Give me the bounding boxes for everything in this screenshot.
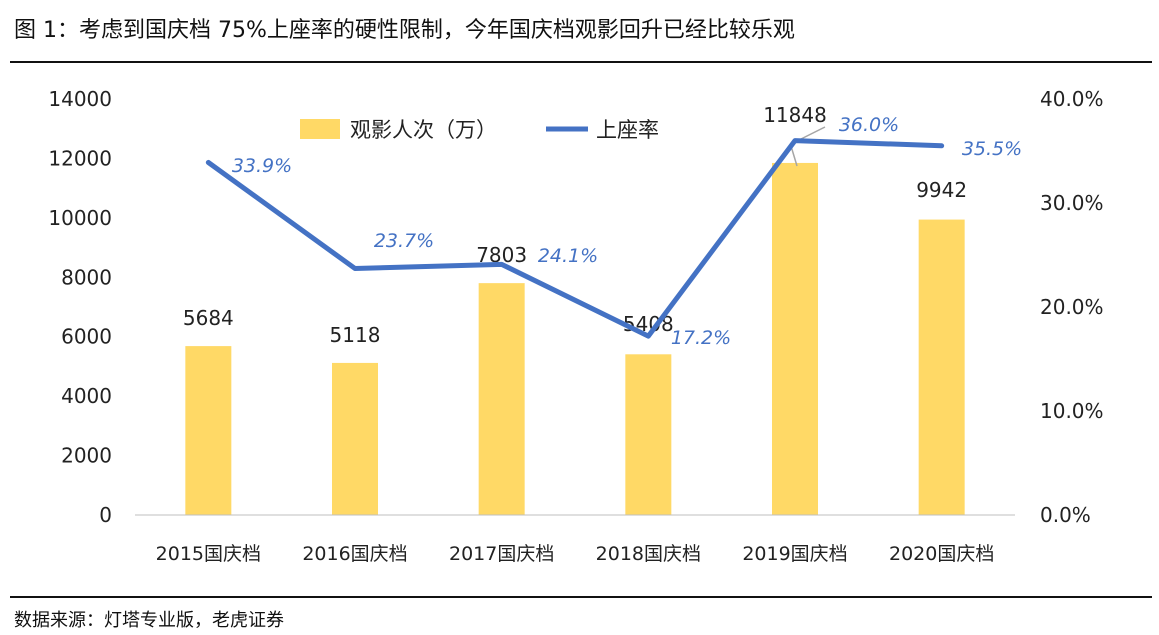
x-tick-label: 2016国庆档 bbox=[302, 543, 407, 565]
y-right-tick-label: 20.0% bbox=[1040, 295, 1104, 319]
y-left-tick-label: 4000 bbox=[61, 384, 112, 408]
source-note: 数据来源：灯塔专业版，老虎证券 bbox=[14, 610, 284, 631]
top-rule bbox=[10, 61, 1152, 63]
y-right-tick-label: 10.0% bbox=[1040, 399, 1104, 423]
bar-value-label: 9942 bbox=[916, 178, 967, 202]
bar-5 bbox=[772, 162, 818, 516]
y-left-tick-label: 2000 bbox=[61, 444, 112, 468]
y-left-tick-label: 10000 bbox=[48, 206, 112, 230]
x-tick-label: 2020国庆档 bbox=[889, 543, 994, 565]
y-right-tick-label: 0.0% bbox=[1040, 503, 1091, 527]
leader-line bbox=[790, 145, 798, 167]
line-value-label: 24.1% bbox=[538, 245, 598, 267]
bar-3 bbox=[478, 283, 525, 515]
line-value-label: 17.2% bbox=[671, 327, 731, 349]
y-right-tick-label: 40.0% bbox=[1040, 87, 1104, 111]
y-left-tick-label: 12000 bbox=[48, 146, 112, 170]
line-value-label: 23.7% bbox=[374, 230, 434, 252]
y-left-tick-label: 14000 bbox=[48, 87, 112, 111]
leader-line bbox=[800, 126, 826, 140]
line-value-label: 35.5% bbox=[962, 138, 1022, 160]
figure-title: 图 1：考虑到国庆档 75%上座率的硬性限制，今年国庆档观影回升已经比较乐观 bbox=[14, 18, 795, 43]
y-right-tick-label: 30.0% bbox=[1040, 191, 1104, 215]
x-tick-label: 2018国庆档 bbox=[596, 543, 701, 565]
bar-1 bbox=[185, 346, 232, 515]
line-value-label: 36.0% bbox=[839, 114, 899, 136]
bar-value-label: 5118 bbox=[330, 323, 381, 347]
x-tick-label: 2015国庆档 bbox=[156, 543, 261, 565]
bar-value-label: 5684 bbox=[183, 306, 234, 330]
x-tick-label: 2017国庆档 bbox=[449, 543, 554, 565]
x-tick-label: 2019国庆档 bbox=[742, 543, 847, 565]
bar-6 bbox=[918, 219, 965, 515]
legend-label-bars: 观影人次（万） bbox=[350, 118, 497, 142]
bar-value-label: 11848 bbox=[763, 103, 827, 127]
bottom-rule bbox=[10, 596, 1152, 598]
y-left-tick-label: 6000 bbox=[61, 325, 112, 349]
y-left-tick-label: 8000 bbox=[61, 265, 112, 289]
bar-2 bbox=[332, 362, 378, 515]
legend-label-line: 上座率 bbox=[596, 118, 659, 142]
bar-4 bbox=[625, 354, 672, 515]
y-left-tick-label: 0 bbox=[99, 503, 112, 527]
line-value-label: 33.9% bbox=[232, 155, 292, 177]
legend-swatch-bars bbox=[300, 119, 340, 139]
series-line-seat-rate bbox=[205, 138, 945, 339]
